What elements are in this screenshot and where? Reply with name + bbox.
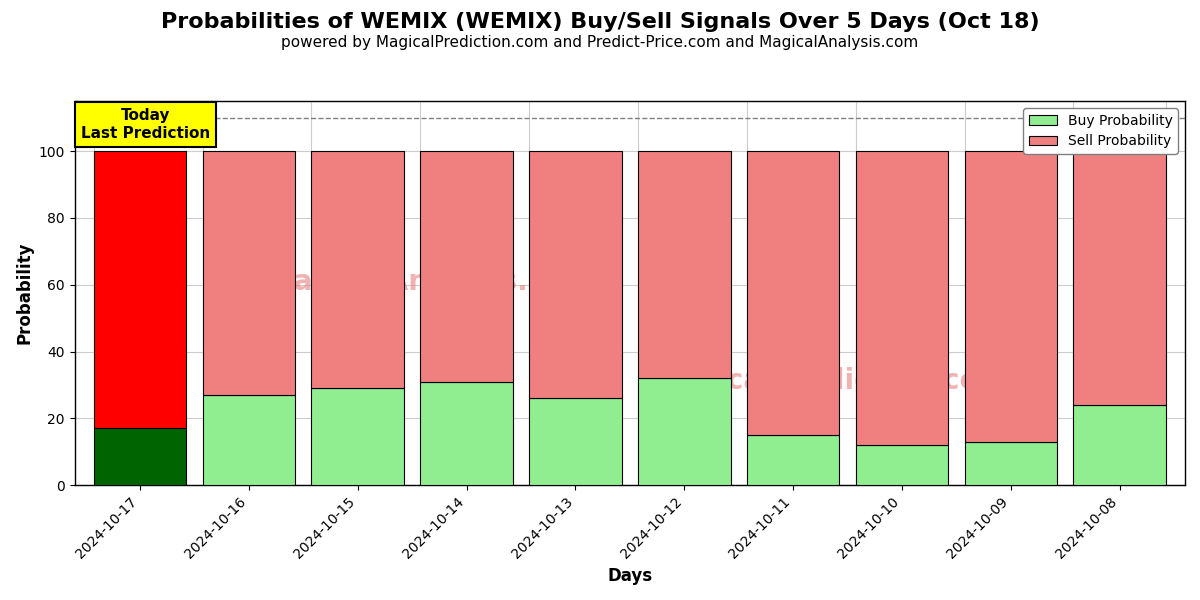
Bar	[94, 151, 186, 428]
Bar	[94, 428, 186, 485]
Bar	[1074, 151, 1166, 405]
Text: MagicalAnalysis.com: MagicalAnalysis.com	[266, 268, 593, 296]
Text: Probabilities of WEMIX (WEMIX) Buy/Sell Signals Over 5 Days (Oct 18): Probabilities of WEMIX (WEMIX) Buy/Sell …	[161, 12, 1039, 32]
Bar	[746, 435, 839, 485]
Bar	[203, 151, 295, 395]
Text: powered by MagicalPrediction.com and Predict-Price.com and MagicalAnalysis.com: powered by MagicalPrediction.com and Pre…	[281, 35, 919, 50]
Bar	[856, 445, 948, 485]
Bar	[312, 151, 404, 388]
Bar	[856, 151, 948, 445]
Bar	[638, 378, 731, 485]
Bar	[312, 388, 404, 485]
Bar	[965, 442, 1057, 485]
Legend: Buy Probability, Sell Probability: Buy Probability, Sell Probability	[1024, 108, 1178, 154]
Bar	[638, 151, 731, 378]
Text: MagicalPrediction.com: MagicalPrediction.com	[652, 367, 1008, 395]
Y-axis label: Probability: Probability	[16, 242, 34, 344]
Bar	[1074, 405, 1166, 485]
Bar	[203, 395, 295, 485]
Bar	[420, 382, 512, 485]
Bar	[965, 151, 1057, 442]
Bar	[529, 151, 622, 398]
Bar	[420, 151, 512, 382]
Bar	[529, 398, 622, 485]
Bar	[746, 151, 839, 435]
Text: Today
Last Prediction: Today Last Prediction	[80, 108, 210, 140]
X-axis label: Days: Days	[607, 567, 653, 585]
